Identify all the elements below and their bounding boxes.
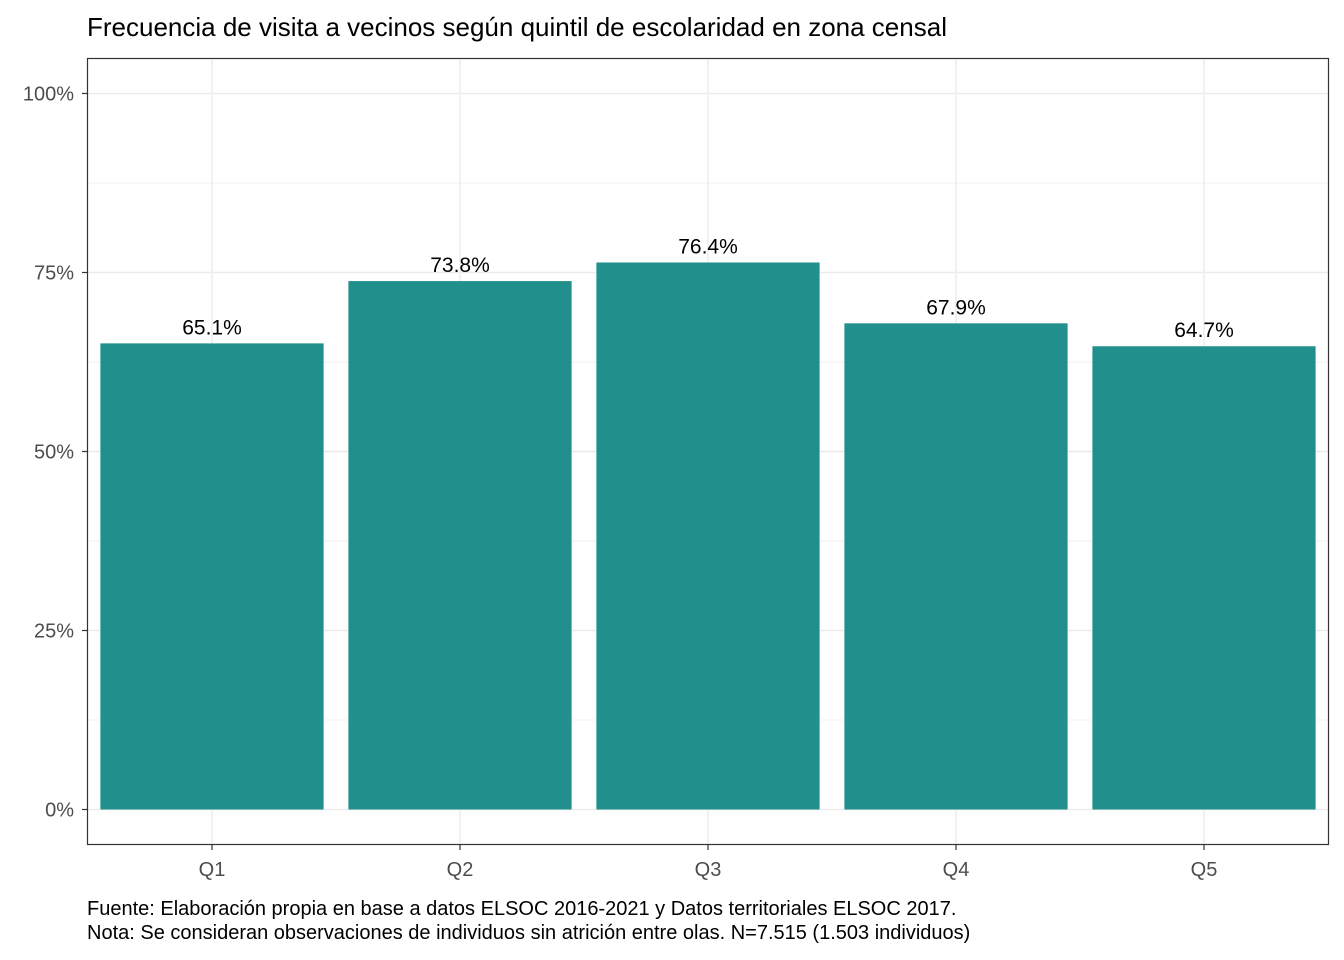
x-tick-label: Q1: [199, 859, 226, 881]
bar-value-label: 67.9%: [926, 296, 986, 319]
caption-note: Nota: Se consideran observaciones de ind…: [87, 922, 971, 944]
bar-q3: [596, 262, 820, 810]
bar-q1: [100, 343, 324, 810]
bars: [100, 262, 1316, 810]
x-tick-label: Q5: [1191, 859, 1218, 881]
bar-value-labels: 65.1% 73.8% 76.4% 67.9% 64.7%: [182, 235, 1234, 342]
chart-title: Frecuencia de visita a vecinos según qui…: [87, 12, 947, 42]
bar-value-label: 64.7%: [1174, 319, 1234, 342]
bar-q2: [348, 281, 572, 810]
y-axis: 0% 25% 50% 75% 100%: [23, 84, 88, 822]
caption-source: Fuente: Elaboración propia en base a dat…: [87, 898, 957, 920]
y-tick-label: 75%: [34, 263, 74, 285]
y-tick-label: 25%: [34, 621, 74, 643]
bar-value-label: 73.8%: [430, 254, 490, 277]
x-tick-label: Q3: [695, 859, 722, 881]
bar-q4: [844, 323, 1068, 810]
y-tick-label: 100%: [23, 84, 74, 106]
x-tick-label: Q4: [943, 859, 970, 881]
bar-value-label: 76.4%: [678, 235, 738, 258]
bar-value-label: 65.1%: [182, 316, 242, 339]
y-tick-label: 50%: [34, 442, 74, 464]
bar-q5: [1092, 346, 1316, 810]
y-tick-label: 0%: [45, 800, 74, 822]
x-axis: Q1 Q2 Q3 Q4 Q5: [199, 844, 1218, 881]
x-tick-label: Q2: [447, 859, 474, 881]
